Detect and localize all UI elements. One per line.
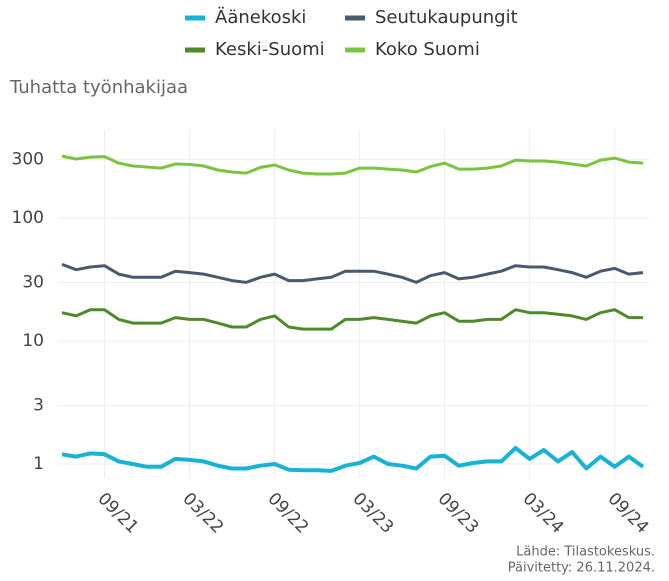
y-tick-label: 30 (22, 272, 44, 292)
y-axis-label: Tuhatta työnhakijaa (9, 77, 188, 98)
y-tick-label: 1 (33, 454, 44, 474)
x-tick-label: 03/22 (178, 489, 227, 538)
legend-label: Äänekoski (215, 7, 306, 28)
updated: Päivitetty: 26.11.2024. (508, 561, 655, 576)
y-tick-label: 300 (12, 149, 44, 169)
source: Lähde: Tilastokeskus. (516, 545, 655, 560)
x-tick-label: 09/23 (434, 489, 483, 538)
line (61, 262, 644, 284)
x-tick-label: 09/22 (263, 489, 312, 538)
x-tick-label: 09/21 (93, 489, 142, 538)
y-tick-label: 10 (22, 331, 44, 351)
x-tick-label: 03/23 (349, 489, 398, 538)
x-tick-label: 03/24 (519, 489, 568, 538)
legend-label: Seutukaupungit (375, 7, 518, 28)
line (61, 308, 643, 331)
line (61, 446, 645, 473)
legend-label: Keski-Suomi (215, 39, 325, 60)
x-tick-label: 09/24 (604, 489, 653, 538)
legend-label: Koko Suomi (375, 39, 480, 60)
y-tick-label: 3 (33, 395, 44, 415)
line (61, 154, 644, 176)
y-tick-label: 100 (12, 208, 44, 228)
